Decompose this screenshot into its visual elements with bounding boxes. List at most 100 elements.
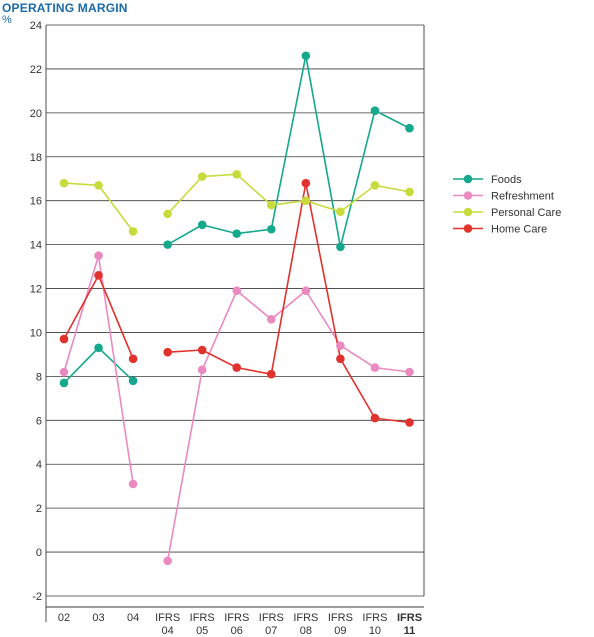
data-point — [128, 479, 138, 489]
data-point — [336, 242, 345, 252]
y-tick-label: 16 — [30, 196, 42, 208]
data-point — [370, 413, 380, 423]
data-point — [94, 181, 103, 190]
x-tick-label: IFRS — [397, 612, 422, 624]
data-point — [197, 220, 207, 230]
data-point — [267, 314, 276, 324]
data-point — [94, 251, 103, 260]
x-tick-label: 11 — [404, 625, 416, 637]
data-point — [301, 196, 311, 205]
series-lines — [63, 55, 410, 562]
data-point — [163, 556, 172, 566]
data-point — [232, 229, 242, 238]
x-tick-label: 06 — [231, 625, 243, 637]
data-point — [370, 363, 380, 372]
x-tick-label: IFRS — [259, 612, 284, 624]
series-line — [166, 289, 410, 562]
data-point — [197, 365, 207, 375]
y-tick-label: 8 — [36, 371, 42, 383]
legend-swatch-marker — [463, 224, 473, 233]
y-tick-label: -2 — [32, 591, 42, 603]
x-tick-label: IFRS — [224, 612, 249, 624]
x-tick-label: 08 — [300, 625, 312, 637]
data-point — [301, 178, 311, 188]
x-tick-label: 04 — [162, 625, 174, 637]
data-point — [128, 227, 138, 236]
y-axis-unit-label: % — [2, 14, 12, 26]
y-tick-label: 14 — [30, 240, 42, 252]
y-tick-label: 20 — [30, 108, 42, 120]
data-point — [301, 51, 311, 61]
data-point — [267, 224, 276, 234]
x-tick-label: 03 — [92, 612, 104, 624]
data-point — [336, 207, 345, 216]
data-point — [405, 367, 414, 377]
legend-label: Home Care — [491, 224, 547, 236]
y-tick-label: 2 — [36, 503, 42, 515]
data-point — [163, 347, 172, 357]
data-point — [232, 170, 242, 179]
legend-label: Personal Care — [491, 207, 561, 219]
x-tick-label: 04 — [127, 612, 139, 624]
data-point — [163, 209, 172, 219]
y-tick-label: 4 — [36, 459, 42, 471]
y-tick-label: 10 — [30, 327, 42, 339]
legend-swatch-marker — [463, 207, 473, 217]
data-point — [336, 341, 345, 350]
data-point — [59, 178, 69, 188]
data-point — [370, 106, 380, 115]
series-line — [63, 255, 134, 485]
chart-title: OPERATING MARGIN — [2, 1, 128, 15]
x-tick-label: IFRS — [155, 612, 180, 624]
x-tick-label: 09 — [334, 625, 346, 637]
data-point — [59, 367, 69, 377]
x-tick-label: IFRS — [190, 612, 215, 624]
series-line — [63, 182, 134, 232]
x-tick-label: 05 — [196, 625, 208, 637]
data-point — [232, 286, 242, 296]
data-point — [94, 343, 103, 353]
series-line — [167, 55, 410, 247]
data-point — [267, 369, 276, 379]
series-line — [167, 173, 410, 215]
data-point — [128, 376, 138, 386]
x-tick-label: 07 — [265, 625, 277, 637]
y-tick-label: 0 — [36, 547, 42, 559]
legend: Foods Refreshment Personal Care Home Care — [453, 174, 561, 236]
legend-label: Foods — [491, 174, 522, 186]
series-line — [63, 346, 134, 384]
y-tick-label: 12 — [30, 284, 42, 296]
data-point — [405, 418, 414, 427]
y-tick-label: 24 — [30, 20, 42, 32]
legend-label: Refreshment — [491, 191, 554, 203]
data-point — [163, 240, 172, 249]
data-point — [128, 354, 138, 364]
data-point — [59, 334, 69, 344]
x-tick-label: IFRS — [293, 612, 318, 624]
data-point — [267, 200, 276, 210]
data-point — [405, 123, 414, 133]
y-tick-label: 6 — [36, 415, 42, 427]
series-line — [167, 182, 410, 424]
data-point — [197, 345, 207, 355]
legend-swatch-marker — [463, 174, 473, 184]
x-tick-label: 02 — [58, 612, 70, 624]
data-point — [301, 286, 311, 296]
x-tick-label: 10 — [369, 625, 381, 637]
x-tick-labels: 02 03 04 IFRS04IFRS05IFRS06IFRS07IFRS08IFRS… — [58, 612, 422, 637]
grid-lines — [45, 24, 425, 622]
data-point — [94, 271, 103, 280]
data-point — [336, 354, 345, 364]
data-point — [197, 172, 207, 181]
data-point — [370, 181, 380, 190]
legend-swatch-marker — [463, 191, 473, 200]
series-points — [59, 51, 414, 566]
y-tick-label: 18 — [30, 152, 42, 164]
data-point — [405, 187, 414, 197]
data-point — [59, 378, 69, 388]
data-point — [232, 363, 242, 372]
x-tick-label: IFRS — [328, 612, 353, 624]
x-tick-label: IFRS — [362, 612, 387, 624]
